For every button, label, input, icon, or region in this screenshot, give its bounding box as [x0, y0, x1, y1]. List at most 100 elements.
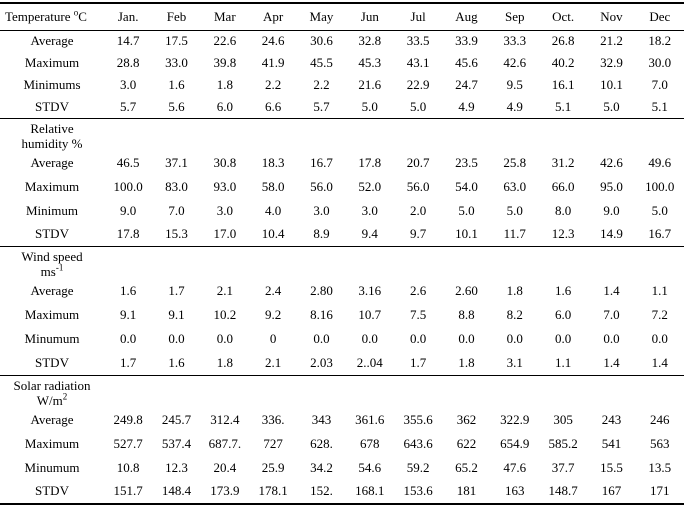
header-degree-superscript: o — [73, 7, 79, 18]
data-cell: 1.4 — [651, 354, 668, 370]
data-cell: 30.8 — [213, 154, 237, 170]
data-cell: 3.0 — [361, 202, 378, 218]
data-cell: 0.0 — [216, 331, 233, 346]
data-cell: 22.6 — [213, 33, 237, 49]
data-cell: 32.8 — [358, 33, 382, 49]
data-cell: 0.0 — [458, 331, 475, 346]
data-cell: 9.2 — [265, 307, 282, 322]
data-cell: 0.0 — [603, 331, 620, 346]
data-cell: 4.9 — [458, 98, 475, 114]
data-cell: 1.8 — [216, 354, 233, 370]
month-header-jan: Jan. — [117, 8, 139, 24]
data-cell: 628. — [310, 435, 333, 451]
empty-cell — [346, 247, 394, 280]
data-row-solar-minumum: Minumum 10.8 12.3 20.4 25.9 34.2 54.6 59.2 65.2 4… — [0, 456, 684, 480]
data-cell: 243 — [601, 411, 622, 427]
data-cell: 0.0 — [168, 331, 185, 346]
data-cell: 249.8 — [113, 411, 143, 427]
data-cell: 6.0 — [216, 98, 233, 114]
data-cell: 14.9 — [600, 226, 623, 242]
data-cell: 1.7 — [168, 283, 185, 298]
data-cell: 8.2 — [506, 307, 523, 322]
data-cell: 2.4 — [265, 283, 282, 298]
empty-cell — [636, 118, 684, 151]
data-cell: 1.8 — [458, 354, 475, 370]
data-cell: 49.6 — [648, 154, 672, 170]
month-header-may: May — [309, 8, 334, 24]
data-cell: 56.0 — [406, 178, 430, 194]
section-label-solar: Solar radiation W/m2 — [0, 375, 104, 408]
month-header-sep: Sep — [505, 8, 525, 24]
empty-cell — [636, 375, 684, 408]
data-cell: 0.0 — [410, 331, 427, 346]
data-cell: 678 — [360, 435, 380, 451]
empty-cell — [394, 247, 442, 280]
data-cell: 1.6 — [120, 283, 137, 298]
data-cell: 178.1 — [258, 483, 288, 498]
data-cell: 7.5 — [410, 307, 427, 322]
data-cell: 45.5 — [310, 55, 333, 70]
month-header-mar: Mar — [213, 8, 236, 24]
data-cell: 22.9 — [406, 77, 430, 92]
data-row-humidity-stdv: STDV 17.8 15.3 17.0 10.4 8.9 9.4 9.7 10.1 11.7 12.… — [0, 223, 684, 247]
data-cell: 0.0 — [313, 331, 330, 346]
data-cell: 18.3 — [261, 154, 285, 170]
empty-cell — [249, 247, 297, 280]
data-row-wind-maximum: Maximum 9.1 9.1 10.2 9.2 8.16 10.7 7.5 8.8 8.2 6.0… — [0, 303, 684, 327]
data-cell: 100.0 — [113, 178, 143, 194]
data-cell: 1.8 — [506, 283, 523, 298]
data-cell: 23.5 — [455, 154, 478, 170]
data-cell: 0 — [269, 331, 277, 346]
section-label-line: W/m2 — [36, 391, 68, 408]
data-cell: 5.0 — [458, 202, 475, 218]
data-cell: 7.2 — [651, 307, 668, 322]
data-cell: 25.8 — [503, 154, 527, 170]
data-cell: 20.4 — [213, 459, 237, 475]
data-cell: 4.0 — [265, 202, 282, 218]
month-header-jun: Jun — [360, 8, 379, 24]
row-label: Minumum — [24, 459, 80, 475]
data-cell: 0.0 — [651, 331, 668, 346]
data-cell: 3.16 — [358, 283, 382, 298]
data-cell: 563 — [650, 435, 670, 451]
header-temperature-unit: C — [78, 8, 87, 24]
row-label: Maximum — [24, 178, 80, 194]
data-cell: 171 — [650, 483, 670, 498]
data-cell: 163 — [505, 483, 525, 498]
data-cell: 541 — [601, 435, 622, 451]
data-cell: 7.0 — [603, 307, 620, 322]
data-cell: 1.6 — [168, 354, 185, 370]
data-row-humidity-average: Average 46.5 37.1 30.8 18.3 16.7 17.8 20.7 23.5 2… — [0, 151, 684, 175]
month-header-oct: Oct. — [552, 8, 575, 24]
empty-cell — [491, 375, 539, 408]
data-cell: 9.5 — [506, 77, 523, 92]
section-label-humidity: Relative humidity % — [0, 118, 104, 151]
section-label-line: humidity % — [21, 135, 83, 151]
empty-cell — [297, 375, 345, 408]
row-label: Minumum — [24, 331, 80, 346]
data-cell: 33.3 — [503, 33, 527, 49]
data-cell: 168.1 — [355, 483, 385, 498]
row-label: Maximum — [24, 307, 80, 322]
data-cell: 95.0 — [600, 178, 623, 194]
data-cell: 4.9 — [506, 98, 523, 114]
data-cell: 21.2 — [600, 33, 623, 49]
empty-cell — [104, 247, 152, 280]
data-cell: 41.9 — [261, 55, 285, 70]
data-cell: 167 — [601, 483, 622, 498]
data-cell: 245.7 — [161, 411, 192, 427]
data-cell: 2.0 — [410, 202, 427, 218]
data-cell: 52.0 — [358, 178, 382, 194]
data-cell: 336. — [261, 411, 285, 427]
data-cell: 45.3 — [358, 55, 382, 70]
data-cell: 8.16 — [310, 307, 333, 322]
data-cell: 9.1 — [120, 307, 137, 322]
data-cell: 39.8 — [213, 55, 237, 70]
data-cell: 585.2 — [548, 435, 578, 451]
data-cell: 5.0 — [651, 202, 668, 218]
data-cell: 5.7 — [120, 98, 137, 114]
data-cell: 5.6 — [168, 98, 185, 114]
data-cell: 17.5 — [165, 33, 188, 49]
data-cell: 30.0 — [648, 55, 672, 70]
data-cell: 15.3 — [165, 226, 188, 242]
